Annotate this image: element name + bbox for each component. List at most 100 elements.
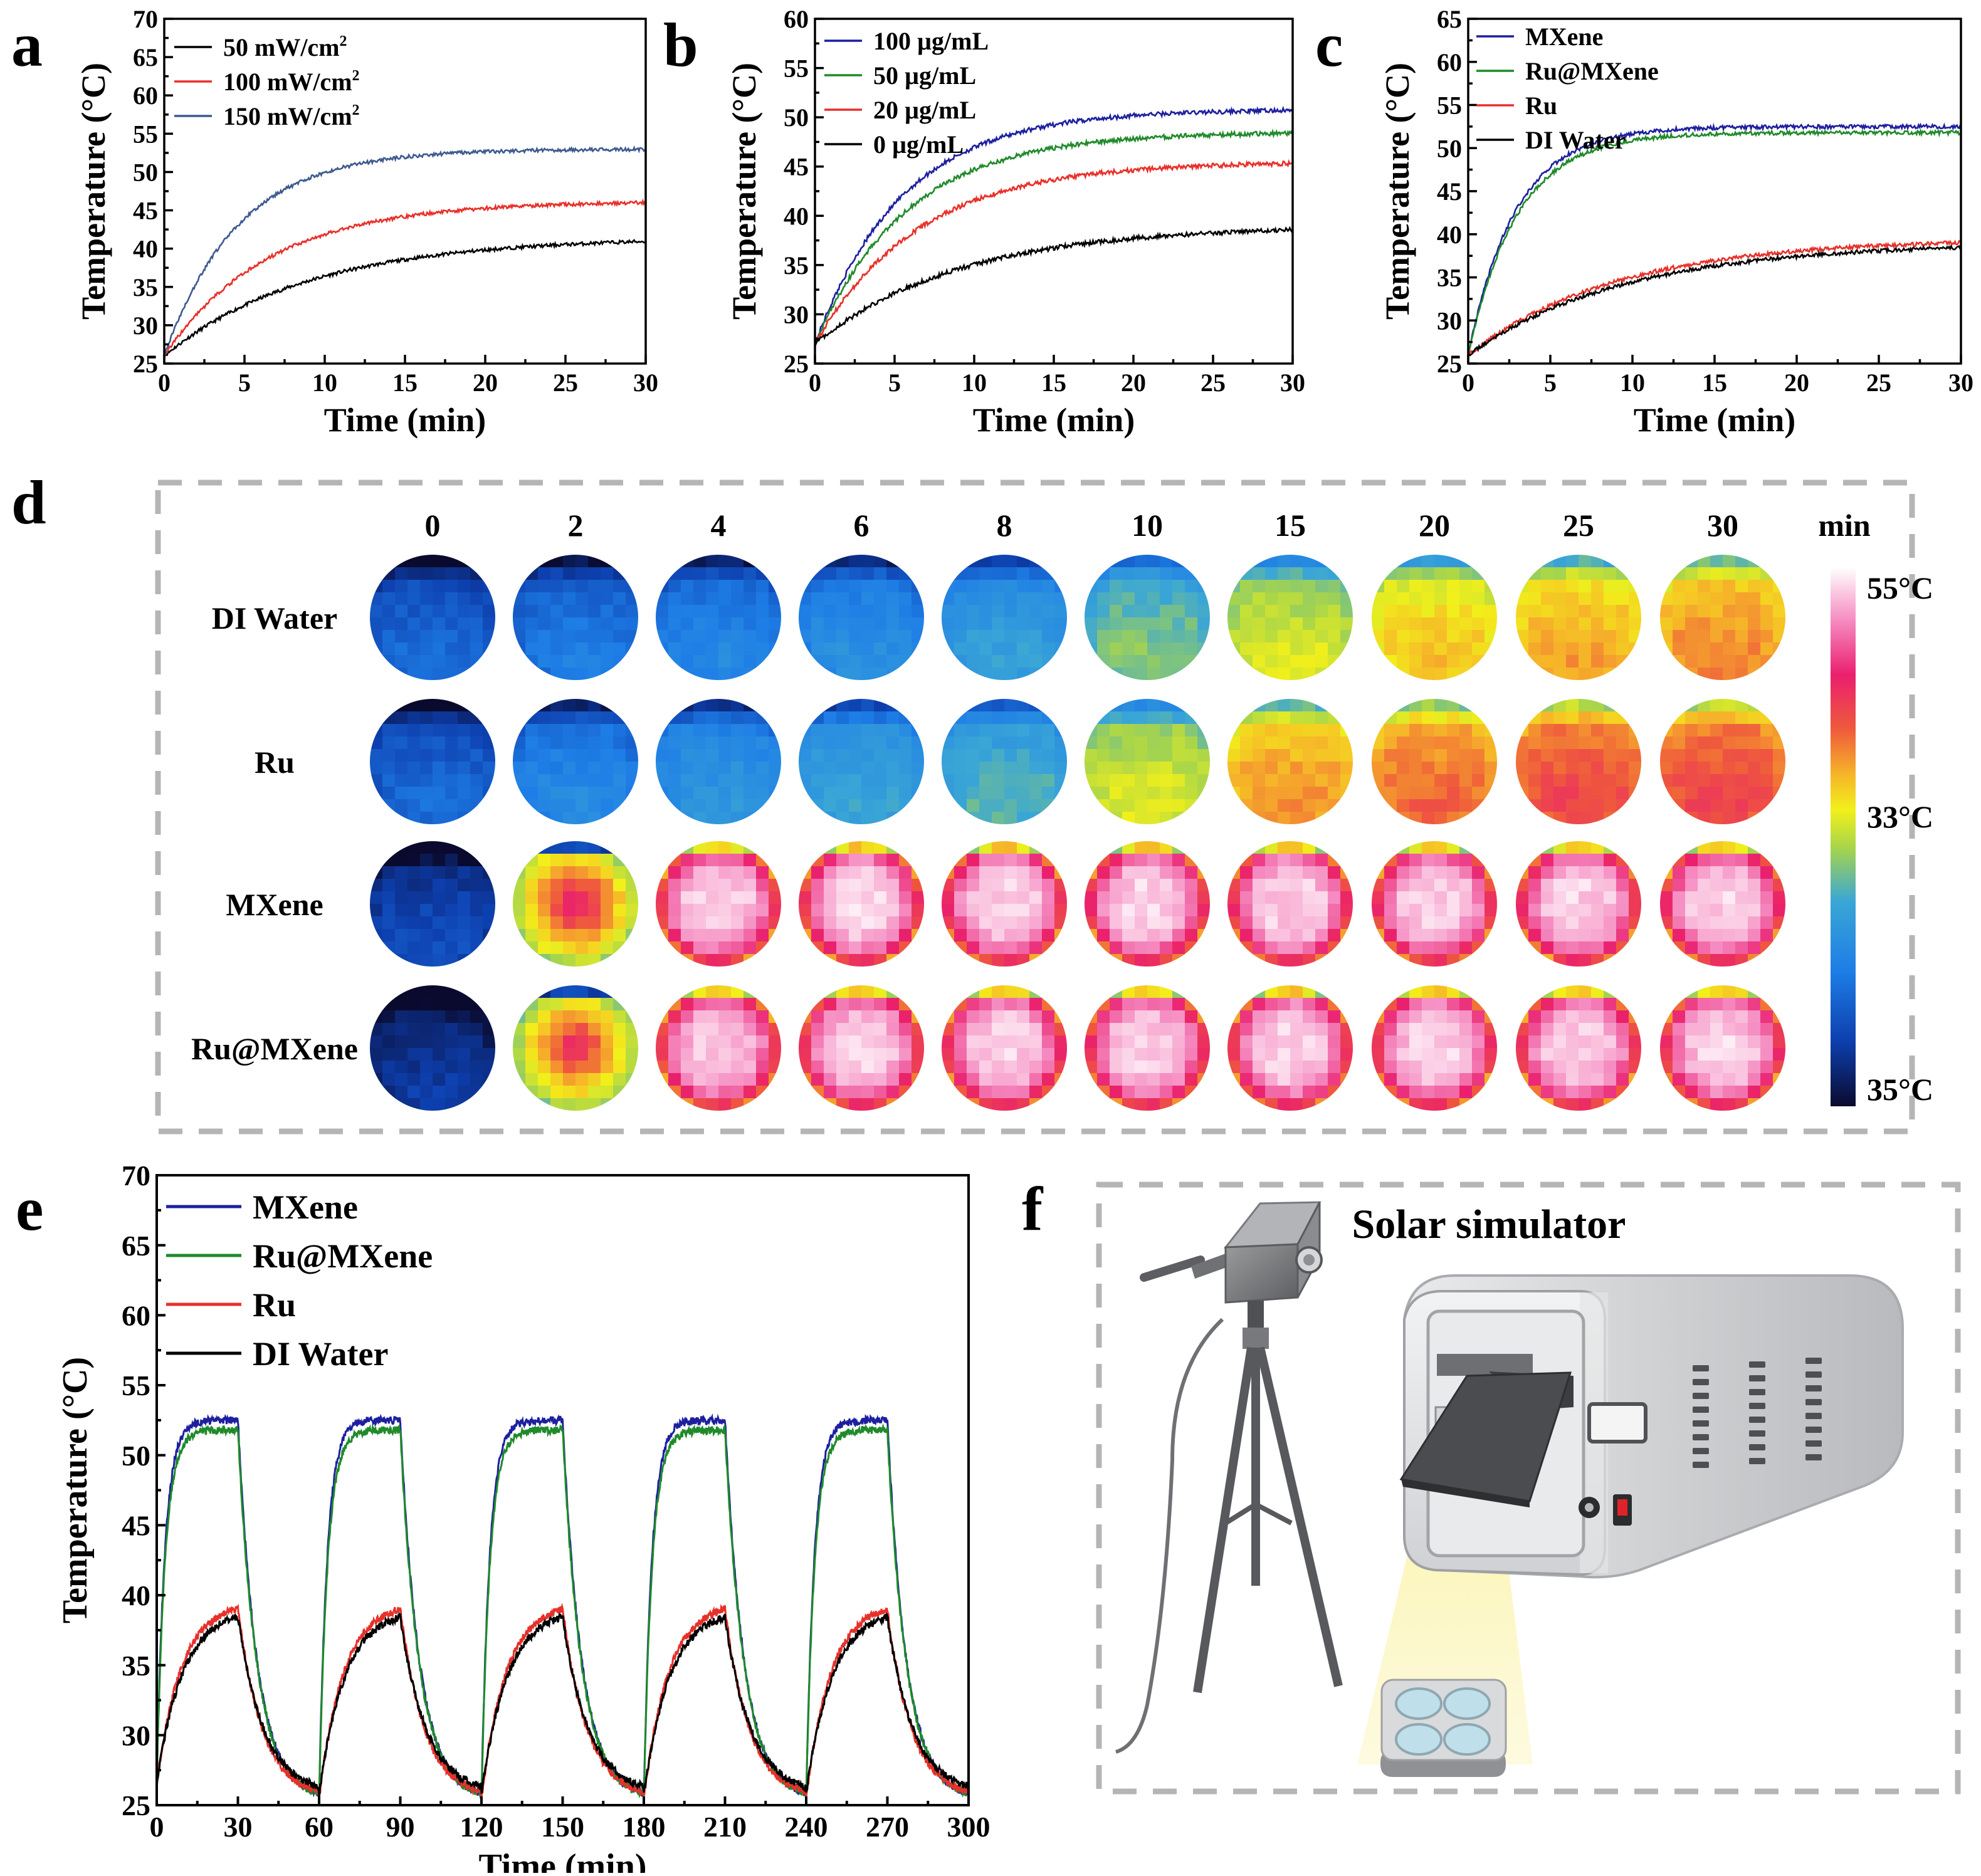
disc-pixels bbox=[1372, 555, 1497, 680]
disc-pixel bbox=[1723, 812, 1736, 824]
disc-pixel bbox=[1085, 985, 1098, 998]
disc-pixel bbox=[1290, 929, 1303, 942]
disc-pixel bbox=[1110, 891, 1123, 904]
legend-entry-name: 20 µg/mL bbox=[873, 96, 976, 124]
disc-pixel bbox=[1340, 799, 1353, 812]
disc-pixel bbox=[1227, 630, 1241, 643]
disc-pixel bbox=[1579, 617, 1592, 631]
disc-pixel bbox=[681, 749, 694, 762]
disc-pixel bbox=[1472, 630, 1485, 643]
disc-pixel bbox=[1384, 866, 1397, 879]
disc-pixel bbox=[1290, 642, 1303, 656]
disc-pixel bbox=[731, 998, 744, 1011]
disc-pixel bbox=[575, 891, 589, 904]
disc-pixel bbox=[1673, 711, 1686, 725]
disc-pixel bbox=[1760, 580, 1773, 593]
disc-pixel bbox=[445, 854, 458, 867]
disc-pixel bbox=[1566, 841, 1579, 854]
disc-pixel bbox=[1135, 580, 1148, 593]
disc-pixel bbox=[861, 724, 875, 737]
disc-pixel bbox=[1760, 605, 1773, 618]
disc-pixel bbox=[1240, 774, 1253, 787]
disc-pixel bbox=[706, 774, 719, 787]
disc-pixel bbox=[1604, 941, 1617, 955]
disc-pixel bbox=[681, 724, 694, 737]
disc-pixel bbox=[550, 787, 564, 800]
disc-pixel bbox=[1328, 998, 1341, 1011]
disc-pixel bbox=[1110, 904, 1123, 917]
disc-pixel bbox=[1760, 711, 1773, 725]
disc-pixel bbox=[756, 1048, 769, 1061]
disc-pixel bbox=[1484, 812, 1497, 824]
disc-pixel bbox=[1085, 580, 1098, 593]
disc-pixel bbox=[1616, 1010, 1629, 1024]
disc-pixel bbox=[470, 866, 483, 879]
disc-pixel bbox=[836, 841, 849, 854]
disc-pixel bbox=[899, 841, 912, 854]
disc-pixel bbox=[1122, 866, 1135, 879]
thermal-disc-grid bbox=[370, 555, 1785, 1111]
disc-pixel bbox=[769, 841, 781, 854]
disc-pixel bbox=[1397, 724, 1410, 737]
disc-pixel bbox=[1227, 642, 1241, 656]
disc-pixel bbox=[1240, 605, 1253, 618]
disc-pixel bbox=[1629, 916, 1641, 930]
disc-pixel bbox=[370, 916, 383, 930]
disc-pixel bbox=[1516, 1023, 1529, 1036]
disc-pixel bbox=[1197, 642, 1210, 656]
disc-pixel bbox=[445, 1073, 458, 1086]
disc-pixel bbox=[1135, 749, 1148, 762]
disc-pixel bbox=[1773, 929, 1785, 942]
disc-pixel bbox=[470, 567, 483, 580]
disc-pixel bbox=[1604, 580, 1617, 593]
disc-pixel bbox=[1085, 1023, 1098, 1036]
disc-pixel bbox=[1185, 1098, 1198, 1111]
disc-pixel bbox=[681, 699, 694, 712]
disc-pixel bbox=[1042, 580, 1055, 593]
disc-pixel bbox=[849, 592, 862, 605]
disc-pixel bbox=[1629, 1010, 1641, 1024]
disc-pixels bbox=[942, 985, 1067, 1111]
disc-pixel bbox=[1735, 592, 1748, 605]
disc-pixel bbox=[1566, 736, 1579, 750]
disc-pixel bbox=[1085, 866, 1098, 879]
disc-pixel bbox=[836, 642, 849, 656]
disc-pixel bbox=[626, 630, 638, 643]
disc-pixel bbox=[1240, 1010, 1253, 1024]
disc-pixel bbox=[1616, 854, 1629, 867]
disc-pixel bbox=[1372, 904, 1385, 917]
disc-pixel bbox=[706, 762, 719, 775]
disc-pixel bbox=[1147, 998, 1160, 1011]
disc-pixel bbox=[1097, 841, 1110, 854]
disc-pixel bbox=[1748, 724, 1761, 737]
disc-pixel bbox=[550, 954, 564, 967]
disc-pixel bbox=[1459, 1098, 1473, 1111]
disc-pixel bbox=[1135, 812, 1148, 824]
disc-pixel bbox=[706, 812, 719, 824]
disc-pixel bbox=[954, 699, 967, 712]
y-tick-label: 55 bbox=[122, 1370, 150, 1402]
disc-pixel bbox=[1185, 998, 1198, 1011]
disc-pixel bbox=[1315, 929, 1328, 942]
disc-pixel bbox=[1042, 812, 1055, 824]
disc-pixel bbox=[899, 954, 912, 967]
disc-pixel bbox=[693, 1010, 707, 1024]
disc-pixel bbox=[483, 1035, 495, 1049]
disc-pixel bbox=[912, 711, 924, 725]
disc-pixel bbox=[1516, 998, 1529, 1011]
disc-pixel bbox=[445, 812, 458, 824]
disc-pixel bbox=[1253, 929, 1266, 942]
disc-pixel bbox=[899, 699, 912, 712]
disc-pixel bbox=[1616, 655, 1629, 668]
disc-pixel bbox=[382, 711, 396, 725]
disc-pixel bbox=[1122, 668, 1135, 680]
panel-label-a: a bbox=[11, 10, 43, 80]
disc-pixel bbox=[1735, 916, 1748, 930]
disc-pixel bbox=[861, 941, 875, 955]
disc-pixel bbox=[525, 941, 539, 955]
disc-pixel bbox=[954, 1035, 967, 1049]
disc-pixel bbox=[513, 891, 526, 904]
disc-pixel bbox=[445, 617, 458, 631]
disc-pixel bbox=[718, 998, 732, 1011]
disc-pixel bbox=[1029, 655, 1043, 668]
